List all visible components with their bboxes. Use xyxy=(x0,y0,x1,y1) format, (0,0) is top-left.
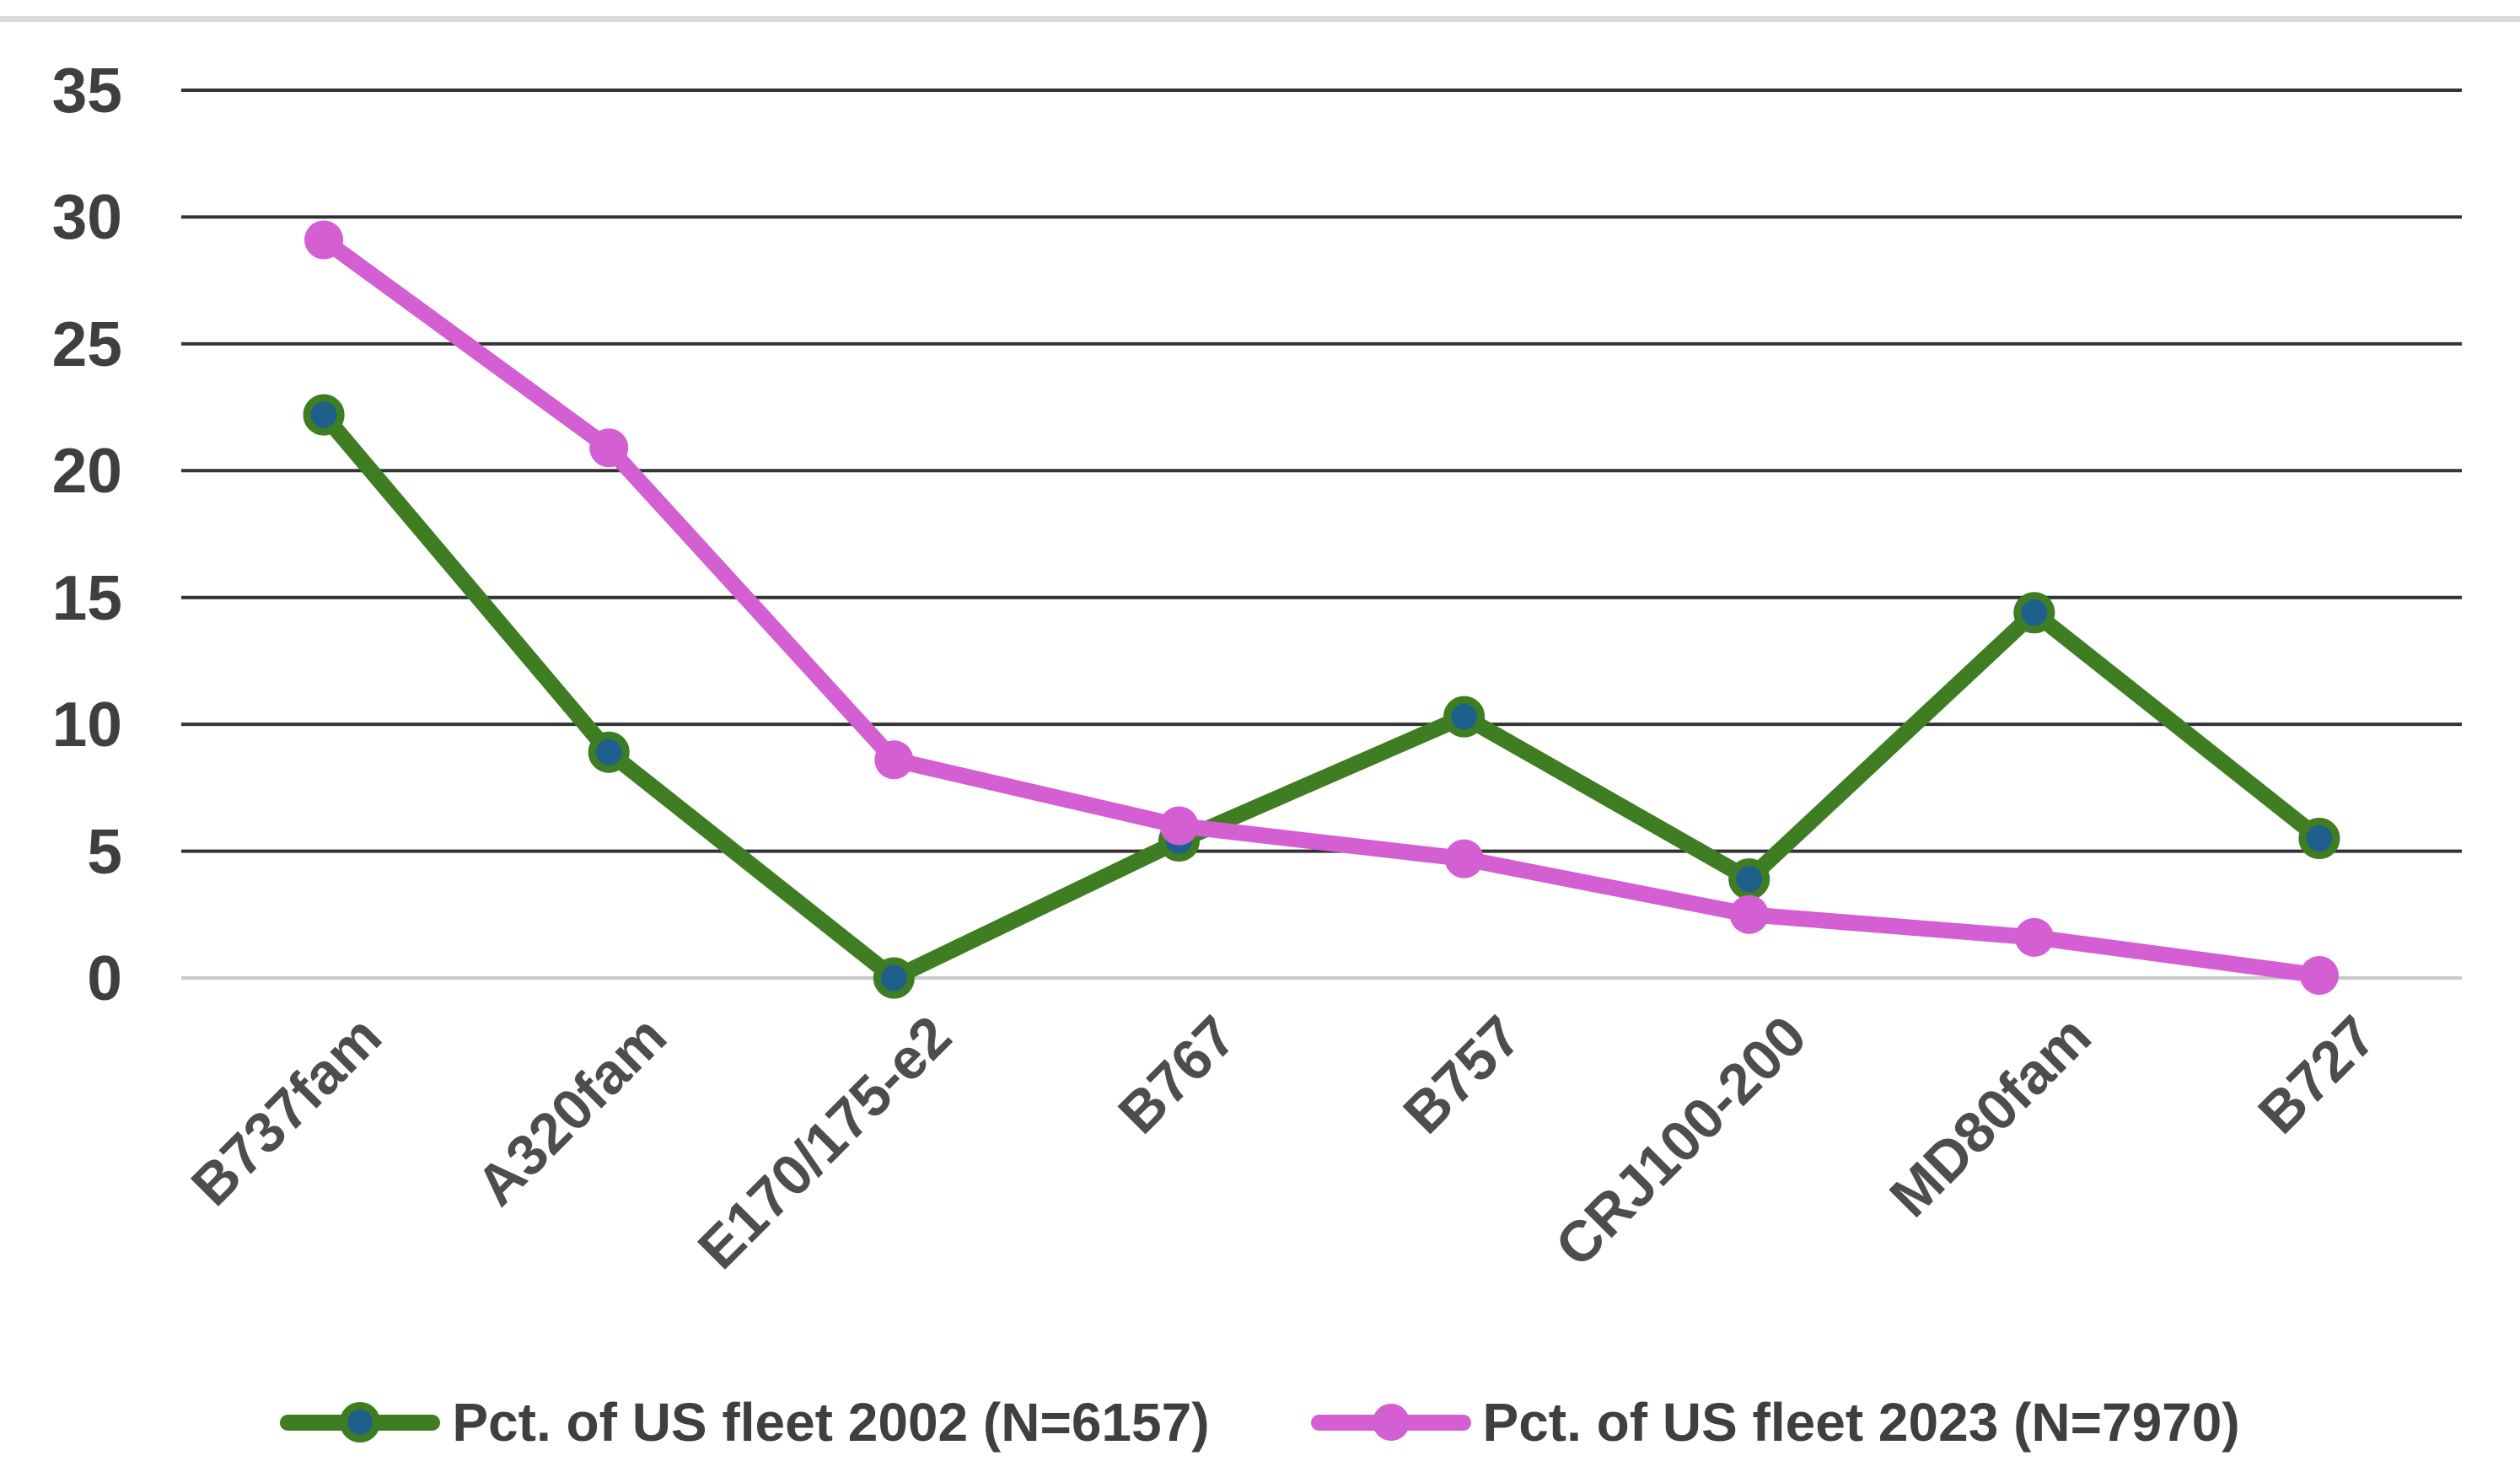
data-point-marker xyxy=(1444,839,1484,878)
data-point-marker xyxy=(1728,858,1770,900)
data-point-marker xyxy=(873,957,915,999)
data-point-marker xyxy=(2014,917,2054,957)
y-axis-tick-label: 5 xyxy=(87,815,122,887)
chart-legend: Pct. of US fleet 2002 (N=6157) Pct. of U… xyxy=(0,1391,2520,1453)
data-point-marker xyxy=(2299,955,2339,995)
y-axis-tick-label: 10 xyxy=(51,689,122,760)
series-line-1 xyxy=(315,232,2328,984)
y-axis-tick-label: 20 xyxy=(51,435,122,507)
data-point-marker xyxy=(303,394,345,436)
y-axis-tick-label: 30 xyxy=(51,181,122,253)
legend-key-2023 xyxy=(1310,1400,1471,1444)
data-point-marker xyxy=(1443,696,1486,738)
y-axis-tick-label: 0 xyxy=(87,943,122,1013)
data-point-marker xyxy=(1159,806,1199,846)
legend-label-2002: Pct. of US fleet 2002 (N=6157) xyxy=(452,1392,1210,1453)
data-point-marker xyxy=(588,731,630,773)
data-point-marker xyxy=(589,428,629,468)
data-point-marker xyxy=(2298,818,2340,860)
legend-item-2023: Pct. of US fleet 2023 (N=7970) xyxy=(1310,1391,2240,1453)
legend-marker-dot-2002 xyxy=(340,1402,381,1442)
y-axis-tick-label: 35 xyxy=(51,55,122,126)
legend-label-2023: Pct. of US fleet 2023 (N=7970) xyxy=(1482,1392,2240,1453)
y-axis-tick-label: 15 xyxy=(51,561,122,633)
legend-marker-dot-2023 xyxy=(1372,1404,1410,1441)
series-line-0 xyxy=(315,406,2328,986)
legend-item-2002: Pct. of US fleet 2002 (N=6157) xyxy=(280,1391,1210,1453)
y-axis-tick-label: 25 xyxy=(51,308,122,379)
data-point-marker xyxy=(1729,894,1769,934)
data-point-marker xyxy=(874,740,914,780)
top-divider-line xyxy=(0,16,2520,22)
data-point-marker xyxy=(2013,592,2055,634)
data-point-marker xyxy=(304,220,344,260)
legend-key-2002 xyxy=(280,1400,441,1444)
